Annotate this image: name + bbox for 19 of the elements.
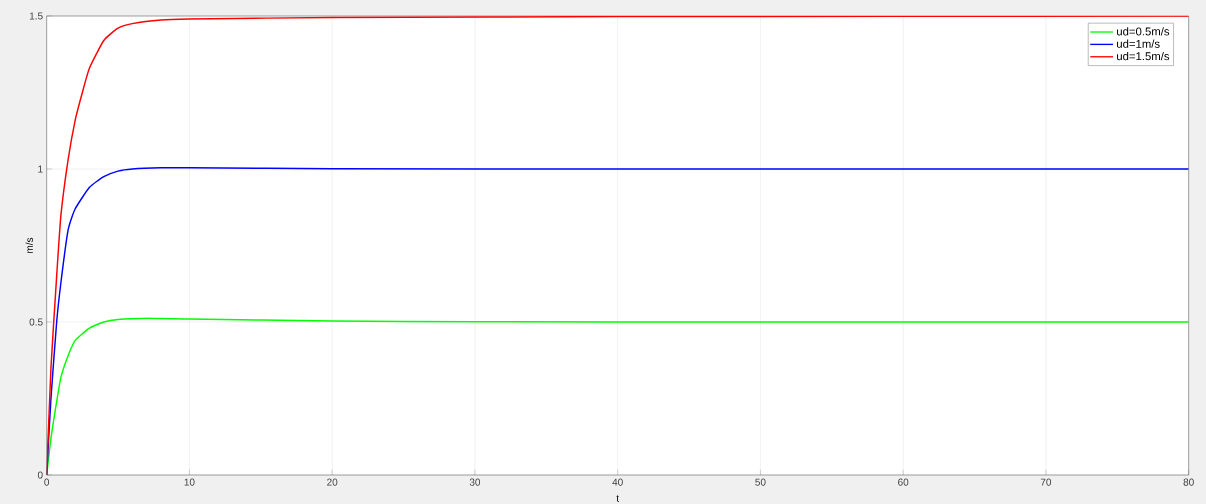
x-tick-label: 40 [612,478,623,486]
x-tick-label: 30 [469,478,481,486]
x-tick-label: 70 [1040,478,1052,486]
line-series [46,16,1189,475]
x-axis-title: t [616,495,619,502]
y-tick-label: 1.5 [29,12,43,20]
x-tick-label: 0 [44,478,50,486]
x-tick-label: 80 [1183,478,1194,486]
x-tick-label: 50 [755,478,766,486]
legend-label: ud=1m/s [1117,39,1160,48]
x-tick-label: 10 [184,478,195,486]
x-tick-label: 60 [898,478,909,486]
y-tick-label: 1 [38,165,43,173]
y-tick-label: 0.5 [29,318,43,326]
y-axis-title: m/s [25,237,33,253]
legend-label: ud=1.5m/s [1117,51,1170,61]
legend-label: ud=0.5m/s [1117,27,1170,36]
x-tick-label: 20 [327,478,338,486]
y-tick-label: 0 [37,471,43,479]
